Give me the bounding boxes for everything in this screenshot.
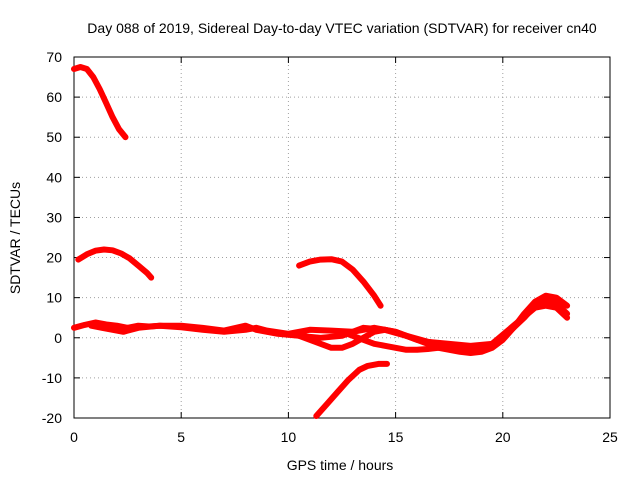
series-arc-8 [339,292,571,356]
x-tick-label: 20 [495,429,511,445]
x-axis-label: GPS time / hours [287,457,394,473]
y-tick-label: 10 [46,290,62,306]
y-tick-label: -20 [42,410,62,426]
y-tick-label: -10 [42,370,62,386]
y-tick-label: 40 [46,169,62,185]
x-tick-label: 15 [388,429,404,445]
series-arc-6 [88,302,571,349]
y-axis: -20 -10 0 10 20 30 40 50 60 70 [42,49,610,426]
y-tick-label: 70 [46,49,62,65]
series-arc-2 [75,246,155,281]
series-arc-1 [71,64,129,141]
y-tick-label: 20 [46,250,62,266]
x-tick-label: 10 [281,429,297,445]
x-tick-label: 25 [602,429,618,445]
plot-frame [73,56,611,419]
y-tick-label: 60 [46,89,62,105]
y-tick-label: 0 [54,330,62,346]
grid [74,57,610,418]
series-group [71,64,571,419]
series-arc-3 [296,256,384,309]
x-tick-label: 0 [70,429,78,445]
series-arc-4 [313,360,390,419]
y-tick-label: 30 [46,209,62,225]
chart-title: Day 088 of 2019, Sidereal Day-to-day VTE… [87,20,597,36]
x-axis: 0 5 10 15 20 25 [70,57,618,445]
series-arc-7 [296,326,442,351]
x-tick-label: 5 [177,429,185,445]
y-tick-label: 50 [46,129,62,145]
y-axis-label: SDTVAR / TECUs [7,182,23,294]
